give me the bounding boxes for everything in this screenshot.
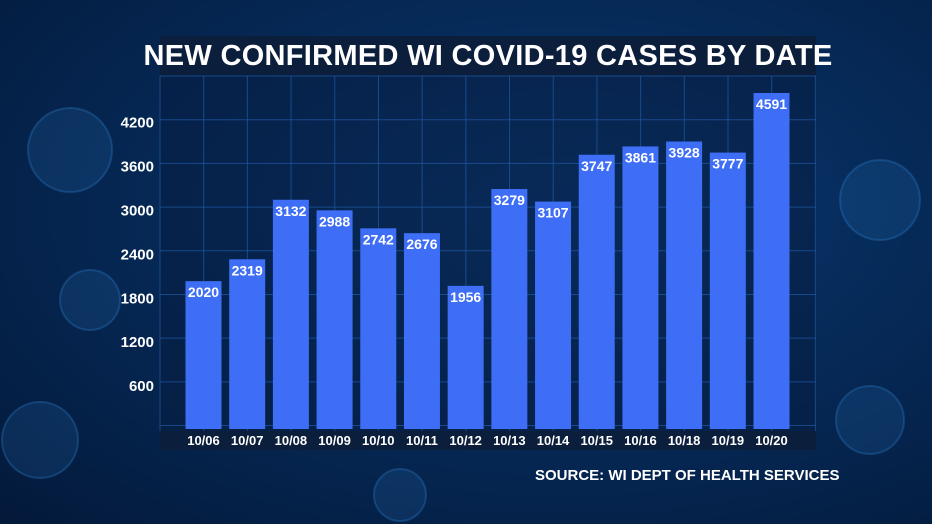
- bar-value-label: 1956: [450, 289, 481, 305]
- virus-particle: [839, 159, 921, 241]
- bar: [753, 93, 790, 429]
- bar-value-label: 3747: [581, 158, 612, 174]
- source-note: SOURCE: WI DEPT OF HEALTH SERVICES: [535, 467, 840, 484]
- y-axis-ticks: 600 1200 1800 2400 3000 3600 4200: [121, 115, 154, 395]
- x-tick-label: 10/06: [187, 433, 220, 448]
- x-tick-label: 10/19: [712, 433, 745, 448]
- bar-value-label: 3107: [537, 205, 568, 221]
- bar: [272, 199, 309, 429]
- virus-particle: [373, 468, 427, 522]
- plot-panel: [160, 76, 816, 431]
- bar: [622, 146, 659, 429]
- x-axis-ticks: 10/06 10/07 10/08 10/09 10/10 10/11 10/12 10/13…: [187, 433, 788, 448]
- y-tick-label: 2400: [121, 246, 154, 263]
- bar: [666, 141, 703, 429]
- y-tick-label: 1800: [121, 290, 154, 307]
- x-tick-label: 10/11: [406, 433, 438, 448]
- bar-value-label: 3777: [712, 156, 743, 172]
- virus-particle: [27, 107, 113, 193]
- virus-particle: [1, 401, 79, 479]
- bar: [360, 228, 397, 429]
- y-tick-label: 3000: [121, 202, 154, 219]
- bar: [535, 201, 572, 429]
- bar-value-label: 3928: [669, 145, 700, 161]
- virus-particle: [59, 269, 121, 331]
- x-tick-label: 10/18: [668, 433, 701, 448]
- data-labels: 2020 2319 3132 2988 2742 2676 1956 3279 3107 3747…: [188, 96, 787, 305]
- bar: [229, 259, 266, 429]
- x-tick-label: 10/14: [537, 433, 570, 448]
- bar: [185, 281, 222, 429]
- x-tick-label: 10/09: [318, 433, 351, 448]
- x-axis-bar: [160, 431, 816, 450]
- bar: [578, 154, 615, 430]
- y-tick-label: 600: [129, 378, 154, 395]
- bar-value-label: 2742: [363, 231, 394, 247]
- y-tick-label: 4200: [121, 115, 154, 132]
- x-tick-label: 10/13: [493, 433, 526, 448]
- x-tick-label: 10/08: [275, 433, 308, 448]
- title-bar: NEW CONFIRMED WI COVID-19 CASES BY DATE: [144, 36, 832, 76]
- x-tick-label: 10/15: [580, 433, 613, 448]
- bar-value-label: 4591: [756, 96, 787, 112]
- bar-value-label: 2676: [406, 236, 437, 252]
- bar-value-label: 2020: [188, 284, 219, 300]
- bar: [316, 210, 353, 429]
- bar-value-label: 2319: [232, 262, 263, 278]
- bar-value-label: 3861: [625, 149, 656, 165]
- y-tick-label: 1200: [121, 334, 154, 351]
- x-tick-label: 10/16: [624, 433, 657, 448]
- bar-value-label: 3132: [275, 203, 306, 219]
- bars: [185, 93, 790, 430]
- bar: [491, 189, 528, 429]
- x-tick-label: 10/07: [231, 433, 264, 448]
- chart-title: NEW CONFIRMED WI COVID-19 CASES BY DATE: [143, 39, 833, 72]
- bar: [709, 152, 746, 429]
- bar-value-label: 3279: [494, 192, 525, 208]
- x-tick-label: 10/20: [755, 433, 788, 448]
- bar: [403, 233, 440, 429]
- bar-value-label: 2988: [319, 213, 350, 229]
- x-tick-label: 10/10: [362, 433, 395, 448]
- virus-particle: [835, 385, 905, 455]
- y-tick-label: 3600: [121, 159, 154, 176]
- x-tick-label: 10/12: [449, 433, 482, 448]
- bar: [447, 285, 484, 429]
